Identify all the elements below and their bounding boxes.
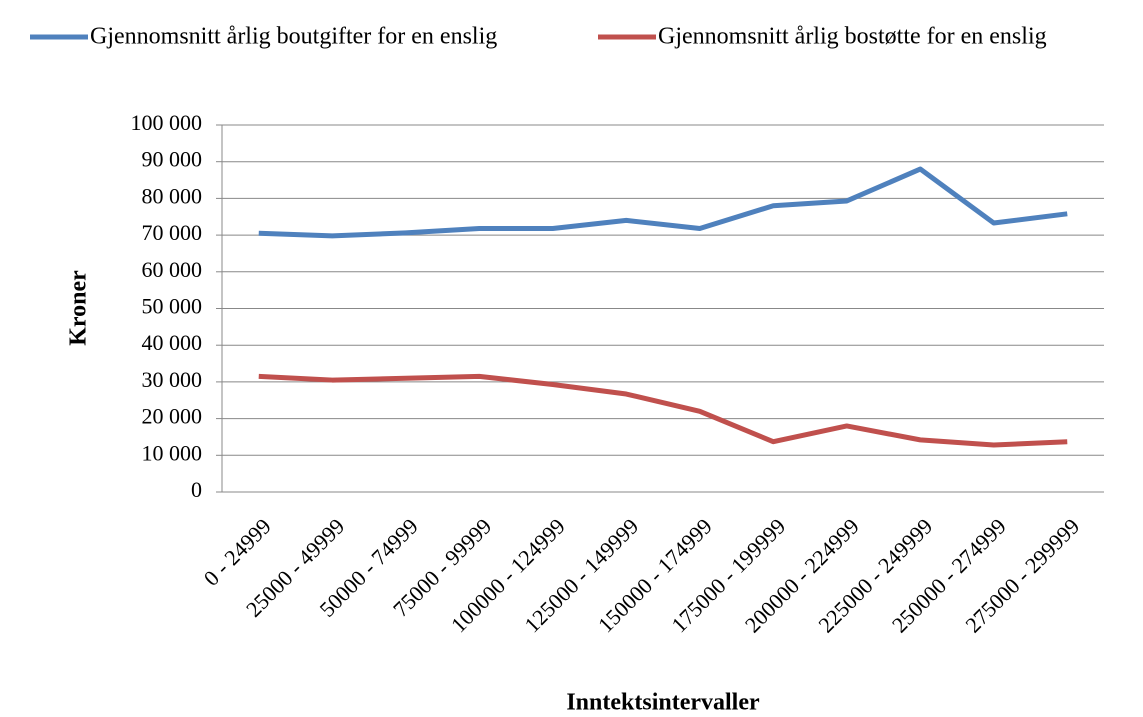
y-tick-label: 20 000	[142, 404, 203, 429]
y-tick-label: 80 000	[142, 183, 203, 208]
y-tick-label: 40 000	[142, 330, 203, 355]
y-tick-label: 70 000	[142, 220, 203, 245]
series-line	[258, 166, 1068, 239]
y-tick-label: 100 000	[131, 110, 203, 135]
x-tick-label: 0 - 24999	[199, 513, 276, 590]
y-axis-title: Kroner	[66, 270, 92, 346]
y-tick-label: 60 000	[142, 257, 203, 282]
legend-label: Gjennomsnitt årlig bostøtte for en ensli…	[658, 24, 1047, 50]
y-tick-label: 90 000	[142, 147, 203, 172]
y-tick-label: 10 000	[142, 440, 203, 465]
y-tick-label: 0	[191, 477, 202, 502]
series-line	[258, 373, 1068, 448]
legend-label: Gjennomsnitt årlig boutgifter for en ens…	[90, 24, 497, 50]
y-tick-label: 30 000	[142, 367, 203, 392]
y-tick-label: 50 000	[142, 294, 203, 319]
x-axis-title: Inntektsintervaller	[566, 690, 760, 716]
